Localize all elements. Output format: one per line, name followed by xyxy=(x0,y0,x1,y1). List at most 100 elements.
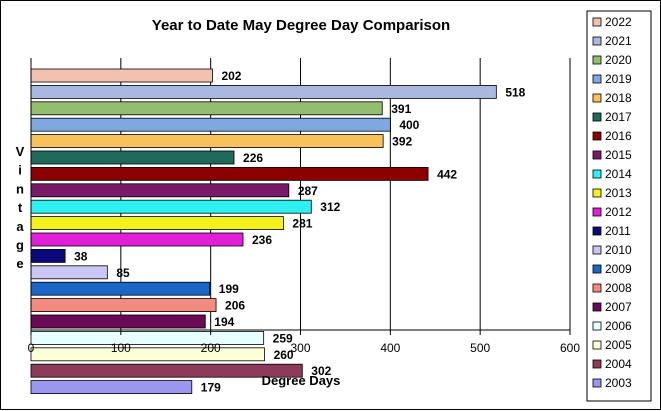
legend-swatch xyxy=(592,36,602,46)
data-label: 236 xyxy=(252,233,272,247)
data-label: 179 xyxy=(201,381,221,395)
legend-swatch xyxy=(592,188,602,198)
bar xyxy=(30,117,391,132)
legend-entry: 2010 xyxy=(605,243,632,257)
x-axis-label: Degree Days xyxy=(262,373,341,388)
legend-entry: 2011 xyxy=(605,224,631,238)
legend-entry: 2006 xyxy=(605,319,632,333)
y-axis-label-letter: e xyxy=(16,256,23,271)
bar xyxy=(30,150,235,165)
x-tick-label: 300 xyxy=(290,341,310,355)
legend-swatch xyxy=(592,112,602,122)
data-label: 199 xyxy=(219,282,239,296)
x-tick-label: 100 xyxy=(111,341,131,355)
data-label: 226 xyxy=(243,151,263,165)
data-label: 202 xyxy=(221,69,241,83)
data-label: 392 xyxy=(392,135,412,149)
legend-swatch xyxy=(592,264,602,274)
legend: 2022 2021 2020 2019 2018 2017 2016 2015 2014 2013… xyxy=(586,10,652,402)
legend-swatch xyxy=(592,74,602,84)
data-label: 281 xyxy=(292,217,312,231)
data-label: 400 xyxy=(399,118,419,132)
bar xyxy=(30,248,66,263)
data-label: 518 xyxy=(505,85,525,99)
x-tick-label: 400 xyxy=(380,341,400,355)
legend-entry: 2016 xyxy=(605,129,632,143)
x-axis-ticks: 0 100 200 300 400 500 600 xyxy=(28,330,580,355)
bar xyxy=(30,347,265,362)
bar xyxy=(30,363,303,378)
data-label: 38 xyxy=(74,249,88,263)
legend-entry: 2014 xyxy=(605,167,632,181)
x-tick-label: 500 xyxy=(470,341,490,355)
legend-entry: 2018 xyxy=(605,91,632,105)
legend-swatch xyxy=(592,245,602,255)
bar xyxy=(30,265,108,280)
legend-swatch xyxy=(592,93,602,103)
legend-entry: 2009 xyxy=(605,262,632,276)
legend-swatch xyxy=(592,150,602,160)
bar xyxy=(30,199,312,214)
bar xyxy=(30,314,206,329)
chart-title: Year to Date May Degree Day Comparison xyxy=(152,17,450,34)
data-label: 259 xyxy=(273,331,293,345)
legend-entry: 2004 xyxy=(605,357,632,371)
legend-entry: 2022 xyxy=(605,15,632,29)
legend-swatch xyxy=(592,302,602,312)
legend-swatch xyxy=(592,359,602,369)
legend-swatch xyxy=(592,131,602,141)
bar xyxy=(30,298,217,313)
bar xyxy=(30,281,211,296)
legend-entry: 2015 xyxy=(605,148,632,162)
legend-swatch xyxy=(592,207,602,217)
bar xyxy=(30,216,284,231)
legend-swatch xyxy=(592,283,602,293)
bar xyxy=(30,183,290,198)
bar xyxy=(30,134,384,149)
legend-entry: 2021 xyxy=(605,34,632,48)
data-label: 85 xyxy=(116,266,130,280)
legend-swatch xyxy=(592,169,602,179)
legend-swatch xyxy=(592,226,602,236)
x-tick-label: 600 xyxy=(560,341,580,355)
legend-entry: 2008 xyxy=(605,281,632,295)
data-label: 194 xyxy=(214,315,234,329)
legend-entry: 2013 xyxy=(605,186,632,200)
legend-entry: 2020 xyxy=(605,53,632,67)
legend-entry: 2007 xyxy=(605,300,632,314)
legend-swatch xyxy=(592,340,602,350)
x-tick-label: 0 xyxy=(28,341,35,355)
x-tick-label: 200 xyxy=(201,341,221,355)
data-label: 260 xyxy=(274,348,294,362)
bar xyxy=(30,68,213,83)
y-axis-label-letter: i xyxy=(18,163,22,178)
legend-swatch xyxy=(592,321,602,331)
legend-swatch xyxy=(592,55,602,65)
bar xyxy=(30,380,193,395)
data-label: 206 xyxy=(225,299,245,313)
bar xyxy=(30,166,429,181)
y-axis-label-letter: V xyxy=(16,144,25,159)
data-label: 287 xyxy=(298,184,318,198)
y-axis-label-letter: n xyxy=(16,181,24,196)
legend-entry: 2019 xyxy=(605,72,632,86)
legend-swatch xyxy=(592,17,602,27)
data-label: 442 xyxy=(437,167,457,181)
data-label: 391 xyxy=(391,102,411,116)
bar xyxy=(30,232,244,247)
legend-entry: 2003 xyxy=(605,376,632,390)
data-label: 312 xyxy=(320,200,340,214)
legend-entry: 2005 xyxy=(605,338,632,352)
y-axis-label-letter: g xyxy=(16,238,24,253)
bar xyxy=(30,101,383,116)
legend-entry: 2012 xyxy=(605,205,632,219)
data-label: 302 xyxy=(311,364,331,378)
y-axis-label-letter: a xyxy=(16,219,24,234)
y-axis-label-letter: t xyxy=(18,200,23,215)
legend-entry: 2017 xyxy=(605,110,632,124)
bar xyxy=(30,330,265,345)
